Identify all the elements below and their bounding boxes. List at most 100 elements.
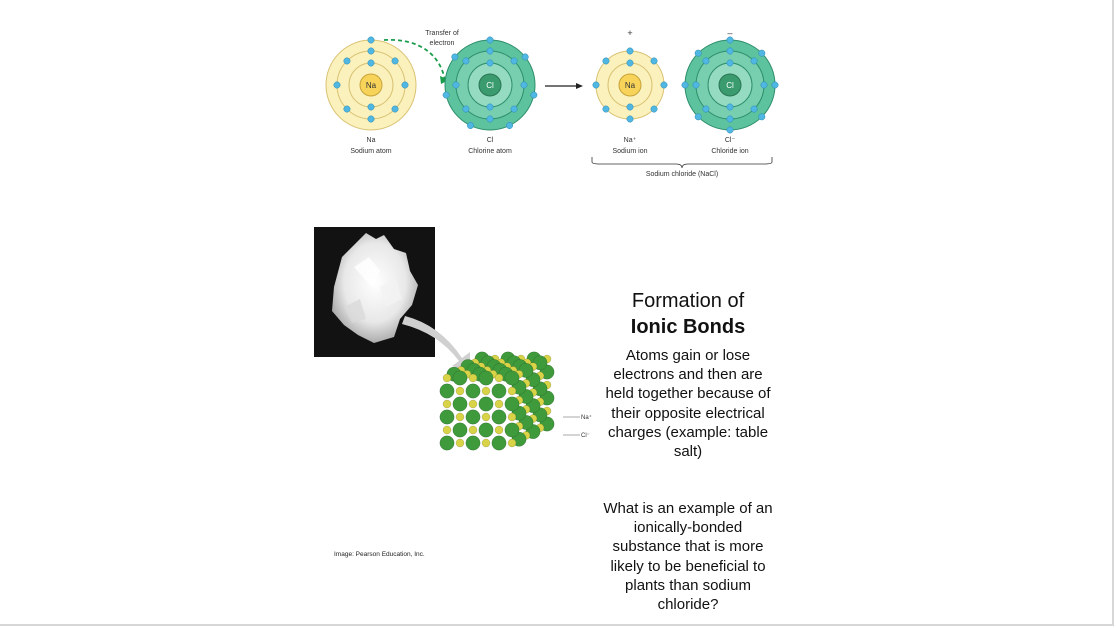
- transfer-label-1: Transfer of: [425, 30, 459, 37]
- cl-ion-caption: Chloride ion: [711, 148, 748, 155]
- atom-transfer-diagram: Na Transfer of electron Cl Na +: [325, 28, 779, 178]
- electron: [694, 113, 702, 121]
- na-ion-ball: [468, 425, 478, 435]
- na-atom-caption: Sodium atom: [350, 148, 391, 155]
- electron: [758, 113, 766, 121]
- cl-ion-ball: [452, 422, 468, 438]
- electron: [486, 103, 494, 111]
- electron: [626, 47, 634, 55]
- compound-label: Sodium chloride (NaCl): [646, 171, 718, 178]
- electron: [602, 105, 610, 113]
- cl-lattice-label: Cl⁻: [581, 433, 590, 439]
- electron: [681, 81, 689, 89]
- cl-ion-ball: [465, 383, 481, 399]
- discussion-question: What is an example of an ionically-bonde…: [603, 500, 773, 614]
- electron: [462, 57, 470, 65]
- electron: [750, 105, 758, 113]
- na-ion-ball: [481, 412, 491, 422]
- body-text: Atoms gain or lose electrons and then ar…: [605, 347, 771, 461]
- electron: [758, 49, 766, 57]
- cl-ion-ball: [491, 383, 507, 399]
- electron: [367, 47, 375, 55]
- electron: [726, 36, 734, 44]
- cl-ion-ball: [504, 396, 520, 412]
- electron: [702, 105, 710, 113]
- na-ion-ball: [442, 373, 452, 383]
- electron: [692, 81, 700, 89]
- na-ion-ball: [442, 425, 452, 435]
- cl-ion-ball: [478, 370, 494, 386]
- cl-atom-caption: Chlorine atom: [468, 148, 512, 155]
- na-lattice-label: Na⁺: [581, 414, 592, 421]
- na-ion-ball: [455, 412, 465, 422]
- electron: [467, 122, 474, 129]
- cl-ion-ball: [491, 409, 507, 425]
- na-atom-name: Na: [367, 137, 376, 144]
- electron: [771, 81, 779, 89]
- na-ion-ball: [468, 373, 478, 383]
- cl-ion-name: Cl⁻: [725, 137, 736, 144]
- nacl-lattice-illustration: Na⁺ Cl⁻: [402, 316, 592, 451]
- na-ion-ball: [494, 373, 504, 383]
- na-ion-ball: [468, 399, 478, 409]
- na-ion-caption: Sodium ion: [612, 148, 647, 155]
- title-line-2: Ionic Bonds: [630, 316, 746, 338]
- electron: [520, 81, 528, 89]
- electron: [462, 105, 470, 113]
- electron: [626, 115, 634, 123]
- salt-crystal-photo: [314, 227, 435, 357]
- na-ion-ball: [494, 425, 504, 435]
- na-ion-name: Na⁺: [624, 137, 637, 144]
- na-ion-symbol: Na: [625, 81, 636, 90]
- electron: [506, 122, 513, 129]
- transfer-label-2: electron: [430, 40, 455, 47]
- electron: [401, 81, 409, 89]
- electron: [726, 59, 734, 67]
- compound-brace: [591, 157, 773, 169]
- na-ion-ball: [481, 386, 491, 396]
- electron: [367, 115, 375, 123]
- electron: [510, 105, 518, 113]
- transfer-arrow: [383, 39, 446, 81]
- electron: [333, 81, 341, 89]
- electron: [650, 57, 658, 65]
- electron: [452, 81, 460, 89]
- image-credit: Image: Pearson Education, Inc.: [334, 551, 425, 558]
- na-ion-charge: +: [627, 28, 632, 38]
- cl-ion-symbol: Cl: [726, 81, 734, 90]
- cl-ion-ball: [465, 435, 481, 451]
- electron: [510, 57, 518, 65]
- electron: [442, 91, 450, 99]
- na-symbol: Na: [366, 81, 377, 90]
- cl-ion-charge: –: [727, 28, 732, 38]
- na-ion-ball: [507, 386, 517, 396]
- na-ion-ball: [442, 399, 452, 409]
- cl-ion-ball: [439, 409, 455, 425]
- cl-ion-ball: [491, 435, 507, 451]
- photo-to-lattice-arrow: [402, 316, 470, 372]
- cl-ion-ball: [452, 396, 468, 412]
- na-ion-ball: [494, 399, 504, 409]
- cl-atom-name: Cl: [487, 137, 494, 144]
- electron: [486, 47, 494, 55]
- electron: [367, 36, 375, 44]
- cl-ion-ball: [478, 396, 494, 412]
- electron: [726, 103, 734, 111]
- cl-ion-ball: [452, 370, 468, 386]
- electron: [602, 57, 610, 65]
- electron: [694, 49, 702, 57]
- electron: [626, 103, 634, 111]
- electron: [650, 105, 658, 113]
- electron: [726, 126, 734, 134]
- electron: [592, 81, 600, 89]
- na-ion-ball: [455, 438, 465, 448]
- cl-ion-ball: [439, 435, 455, 451]
- electron: [726, 115, 734, 123]
- cl-ion-ball: [439, 383, 455, 399]
- cl-ion-ball: [504, 370, 520, 386]
- cl-ion-ball: [465, 409, 481, 425]
- electron: [702, 57, 710, 65]
- title-line-1: Formation of: [631, 290, 745, 312]
